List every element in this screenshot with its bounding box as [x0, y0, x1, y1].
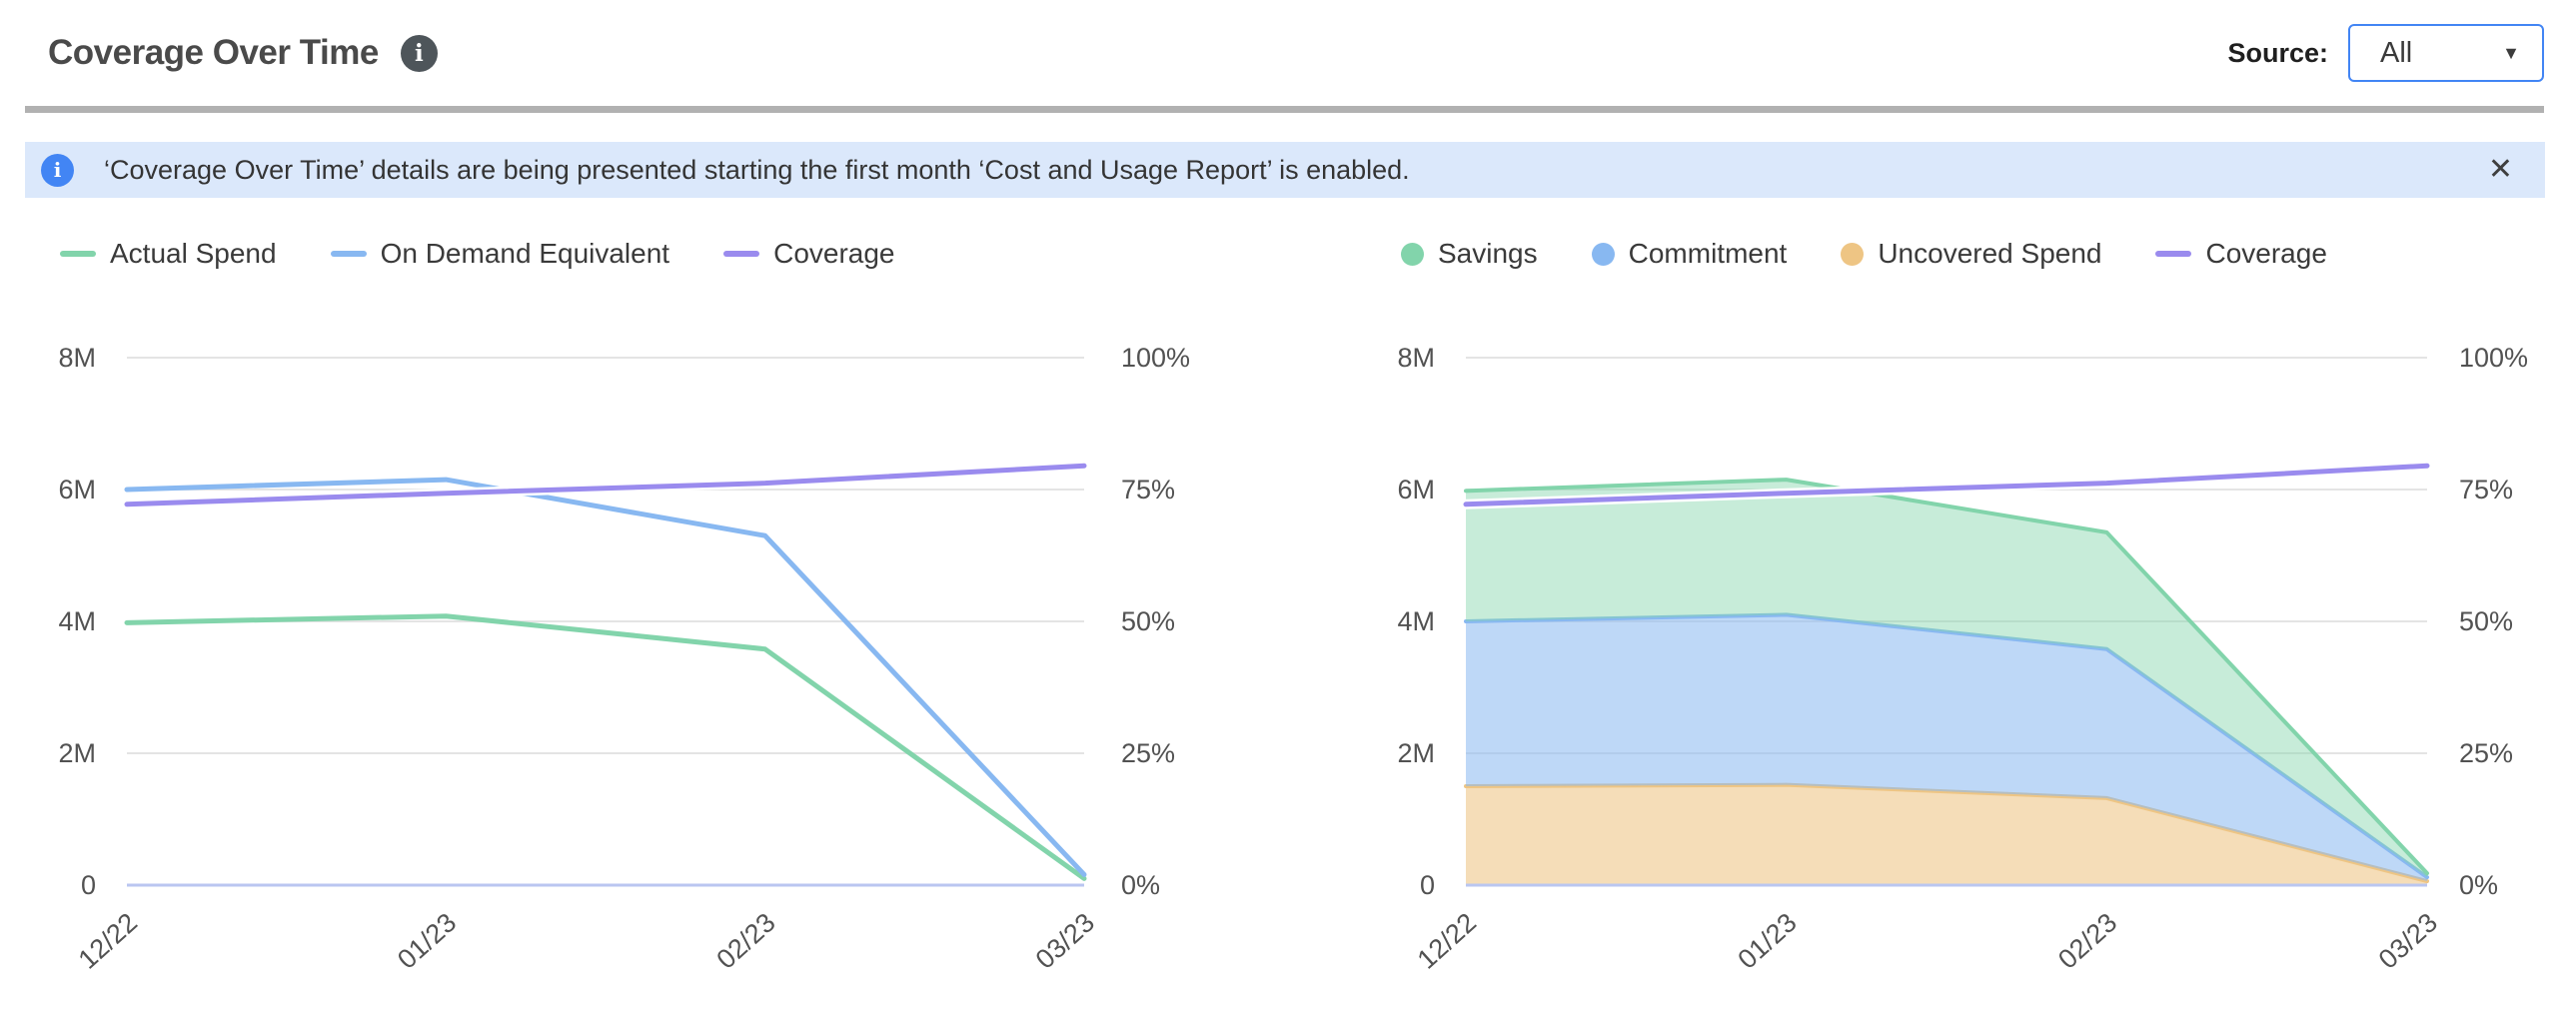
- chevron-down-icon: ▼: [2502, 42, 2520, 63]
- legend-line-swatch: [2155, 251, 2192, 257]
- line-on-demand-equivalent: [124, 477, 1087, 877]
- y-axis-tick-right: 25%: [2459, 738, 2513, 768]
- y-axis-tick-left: 4M: [58, 606, 96, 636]
- y-axis-tick-left: 8M: [1397, 343, 1435, 373]
- left-chart-legend: Actual Spend On Demand Equivalent Coverage: [60, 238, 895, 270]
- area-commitment: [1466, 614, 2427, 882]
- line-coverage: [1463, 463, 2430, 508]
- y-axis-tick-right: 75%: [1121, 475, 1175, 505]
- y-axis-tick-right: 50%: [1121, 606, 1175, 636]
- legend-line-swatch: [330, 251, 367, 257]
- legend-item-on-demand-equivalent[interactable]: On Demand Equivalent: [330, 238, 670, 270]
- banner-info-icon: i: [41, 153, 74, 187]
- legend-label: Coverage: [2205, 238, 2327, 269]
- legend-item-actual-spend[interactable]: Actual Spend: [60, 238, 277, 270]
- x-axis-tick: 02/23: [710, 907, 780, 975]
- legend-dot-swatch: [1401, 242, 1424, 266]
- legend-label: Commitment: [1628, 238, 1788, 269]
- x-axis-tick: 03/23: [1030, 907, 1100, 975]
- legend-item-coverage[interactable]: Coverage: [2155, 238, 2327, 270]
- header-divider: [25, 106, 2544, 113]
- legend-line-swatch: [723, 251, 760, 257]
- line-actual-spend: [124, 613, 1087, 881]
- legend-line-swatch: [60, 251, 96, 257]
- y-axis-tick-left: 8M: [58, 343, 96, 373]
- y-axis-tick-right: 100%: [2459, 343, 2528, 373]
- y-axis-tick-left: 6M: [1397, 475, 1435, 505]
- legend-dot-swatch: [1841, 242, 1865, 266]
- legend-item-savings[interactable]: Savings: [1401, 238, 1538, 270]
- right-chart: 8M 100% 6M 75% 4M 50% 2M 25% 0 0% 12/22 01/23 02/23 0…: [1397, 343, 2528, 975]
- y-axis-tick-left: 4M: [1397, 606, 1435, 636]
- x-axis-tick: 01/23: [392, 907, 462, 975]
- y-axis-tick-left: 0: [1420, 870, 1435, 900]
- page-title: Coverage Over Time: [48, 33, 379, 72]
- title-info-icon[interactable]: i: [400, 34, 438, 72]
- banner-close-icon[interactable]: ✕: [2487, 153, 2513, 186]
- y-axis-tick-left: 6M: [58, 475, 96, 505]
- x-axis-tick: 12/22: [1412, 907, 1482, 975]
- y-axis-tick-right: 25%: [1121, 738, 1175, 768]
- legend-label: On Demand Equivalent: [380, 238, 670, 269]
- y-axis-tick-right: 0%: [1121, 870, 1160, 900]
- y-axis-tick-right: 75%: [2459, 475, 2513, 505]
- y-axis-tick-right: 50%: [2459, 606, 2513, 636]
- legend-label: Uncovered Spend: [1878, 238, 2102, 269]
- x-axis-tick: 01/23: [1732, 907, 1802, 975]
- info-banner: i ‘Coverage Over Time’ details are being…: [25, 142, 2545, 198]
- source-control: Source: All ▼: [2227, 24, 2544, 82]
- area-uncovered-spend: [1466, 784, 2427, 885]
- banner-text: ‘Coverage Over Time’ details are being p…: [104, 154, 1410, 185]
- left-chart: 8M 100% 6M 75% 4M 50% 2M 25% 0 0% 12/22 01/23 02/23 0…: [58, 343, 1190, 975]
- legend-item-uncovered-spend[interactable]: Uncovered Spend: [1841, 238, 2101, 270]
- legend-label: Savings: [1438, 238, 1538, 269]
- x-axis-tick: 02/23: [2052, 907, 2122, 975]
- y-axis-tick-left: 2M: [1397, 738, 1435, 768]
- x-axis-tick: 03/23: [2373, 907, 2443, 975]
- y-axis-tick-left: 0: [81, 870, 96, 900]
- legend-label: Actual Spend: [110, 238, 277, 269]
- y-axis-tick-left: 2M: [58, 738, 96, 768]
- area-edge-savings: [1464, 478, 2429, 876]
- source-label: Source:: [2227, 37, 2328, 68]
- right-chart-legend: Savings Commitment Uncovered Spend Coverage: [1401, 238, 2327, 270]
- legend-item-commitment[interactable]: Commitment: [1591, 238, 1788, 270]
- y-axis-tick-right: 0%: [2459, 870, 2498, 900]
- area-edge-commitment: [1464, 612, 2429, 880]
- line-coverage: [124, 463, 1087, 508]
- legend-item-coverage[interactable]: Coverage: [723, 238, 895, 270]
- x-axis-tick: 12/22: [73, 907, 143, 975]
- legend-label: Coverage: [773, 238, 895, 269]
- source-dropdown[interactable]: All ▼: [2348, 24, 2544, 82]
- area-savings: [1466, 480, 2427, 878]
- header: Coverage Over Time i Source: All ▼: [0, 0, 2576, 106]
- source-dropdown-value: All: [2380, 36, 2413, 69]
- legend-dot-swatch: [1591, 242, 1615, 266]
- y-axis-tick-right: 100%: [1121, 343, 1190, 373]
